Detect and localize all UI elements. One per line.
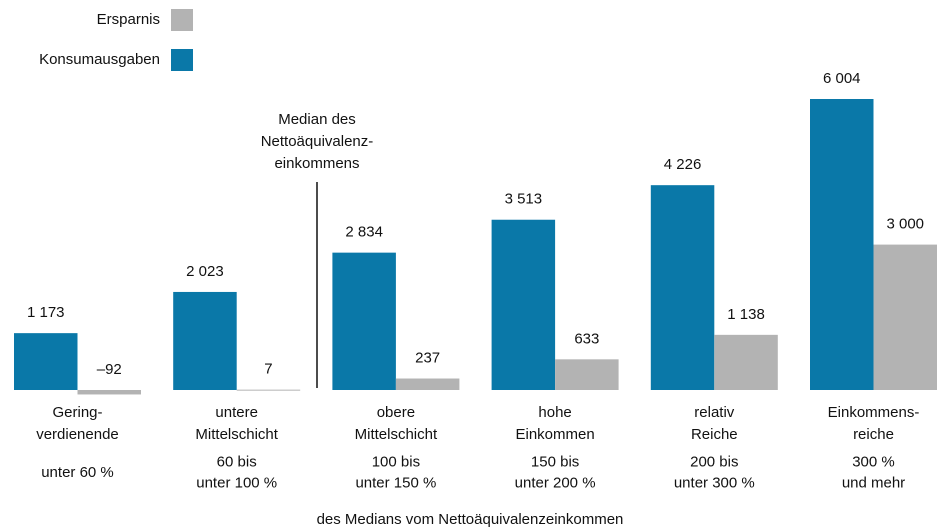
annotation: Nettoäquivalenz- bbox=[261, 133, 374, 150]
range-label: 200 bis bbox=[690, 453, 738, 470]
value-label: 7 bbox=[264, 361, 272, 378]
category-label: Gering- bbox=[52, 404, 102, 421]
range-label: 100 bis bbox=[372, 453, 420, 470]
legend-swatch bbox=[171, 49, 193, 71]
bar bbox=[491, 219, 556, 390]
legend-label: Konsumausgaben bbox=[39, 51, 160, 68]
value-label: 1 138 bbox=[727, 306, 765, 323]
legend-swatch bbox=[171, 9, 193, 31]
bar bbox=[714, 334, 778, 390]
annotation: einkommens bbox=[274, 155, 359, 172]
bar bbox=[810, 99, 874, 390]
range-label: unter 60 % bbox=[41, 464, 114, 481]
bar bbox=[236, 389, 301, 391]
annotation: Median des bbox=[278, 111, 356, 128]
range-label: 60 bis bbox=[217, 453, 257, 470]
bar bbox=[555, 359, 619, 390]
legend-label: Ersparnis bbox=[97, 11, 160, 28]
bar bbox=[332, 252, 396, 390]
value-label: 3 513 bbox=[505, 191, 543, 208]
bar bbox=[395, 378, 460, 390]
category-label: Einkommen bbox=[515, 426, 594, 443]
value-label: 1 173 bbox=[27, 304, 65, 321]
category-label: Einkommens- bbox=[828, 404, 920, 421]
category-label: relativ bbox=[694, 404, 735, 421]
range-label: unter 150 % bbox=[355, 474, 436, 491]
range-label: unter 100 % bbox=[196, 474, 277, 491]
range-label: 150 bis bbox=[531, 453, 579, 470]
category-label: untere bbox=[215, 404, 258, 421]
bar bbox=[14, 333, 78, 390]
range-label: unter 200 % bbox=[515, 474, 596, 491]
value-label: 237 bbox=[415, 349, 440, 366]
category-label: reiche bbox=[853, 426, 894, 443]
bar bbox=[650, 185, 715, 390]
value-label: 4 226 bbox=[664, 156, 702, 173]
category-label: Reiche bbox=[691, 426, 738, 443]
range-label: und mehr bbox=[842, 474, 905, 491]
value-label: 2 834 bbox=[345, 224, 383, 241]
value-label: 3 000 bbox=[886, 216, 924, 233]
bar bbox=[873, 244, 937, 390]
value-label: 633 bbox=[574, 330, 599, 347]
value-label: 6 004 bbox=[823, 70, 861, 87]
x-axis-label: des Medians vom Nettoäquivalenzeinkommen bbox=[317, 511, 624, 528]
category-label: Mittelschicht bbox=[355, 426, 438, 443]
category-label: obere bbox=[377, 404, 415, 421]
bar bbox=[173, 291, 237, 390]
value-label: 2 023 bbox=[186, 263, 224, 280]
range-label: 300 % bbox=[852, 453, 895, 470]
category-label: hohe bbox=[538, 404, 571, 421]
bar bbox=[77, 390, 141, 395]
category-label: Mittelschicht bbox=[195, 426, 278, 443]
range-label: unter 300 % bbox=[674, 474, 755, 491]
category-label: verdienende bbox=[36, 426, 119, 443]
value-label: –92 bbox=[97, 361, 122, 378]
